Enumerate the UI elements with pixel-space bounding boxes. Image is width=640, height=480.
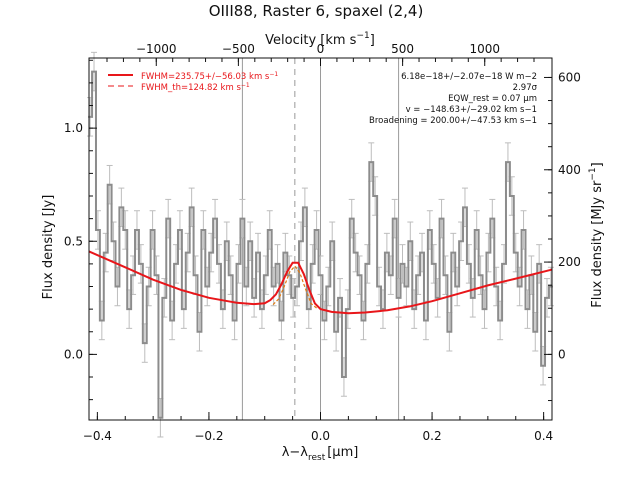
top-axis-label: Velocity [km s−1] — [265, 31, 375, 48]
fit-annotations: 6.18e−18+/−2.07e−18 W m−2 2.97σ EQW_rest… — [369, 72, 538, 126]
annotation-broadening: Broadening = 200.00+/−47.53 km s−1 — [369, 116, 537, 126]
annotation-velocity: v = −148.63+/−29.02 km s−1 — [406, 105, 537, 115]
chart-title: OIII88, Raster 6, spaxel (2,4) — [209, 2, 424, 20]
y-tick-label: 1.0 — [64, 121, 83, 135]
x-axis-label-sub: rest — [308, 453, 326, 463]
y-tick-label: 0.0 — [64, 347, 83, 361]
annotation-line-flux: 6.18e−18+/−2.07e−18 W m−2 — [401, 72, 537, 82]
fit-curve-line — [88, 250, 553, 315]
legend: FWHM=235.75+/−56.03 km s−1 FWHM_th=124.8… — [108, 71, 278, 93]
top-tick-label: −500 — [222, 42, 255, 56]
top-axis-label-sup: −1 — [356, 31, 369, 41]
top-tick-label: 1000 — [469, 42, 500, 56]
x-tick-label: 0.4 — [534, 429, 553, 443]
y-axis-label: Flux density [Jy] — [41, 195, 56, 300]
y-tick-label: 0.5 — [64, 234, 83, 248]
right-axis-label: Flux density [MJy sr−1] — [588, 162, 605, 307]
right-tick-label: 200 — [558, 255, 581, 269]
right-tick-label: 0 — [558, 347, 566, 361]
annotation-significance: 2.97σ — [513, 83, 538, 93]
x-axis-label-main: λ−λ — [282, 445, 309, 460]
legend-thermal-label: FWHM_th=124.82 km s−1 — [141, 82, 250, 93]
plot-area — [87, 51, 554, 438]
top-tick-label: −1000 — [136, 42, 177, 56]
right-tick-label: 600 — [558, 70, 581, 84]
right-axis-label-close: ] — [590, 162, 605, 167]
x-tick-label: −0.2 — [194, 429, 223, 443]
right-tick-label: 400 — [558, 163, 581, 177]
legend-thermal-label-text: FWHM_th=124.82 km s — [141, 83, 241, 93]
top-axis-label-close: ] — [370, 33, 375, 48]
top-tick-label: 500 — [391, 42, 414, 56]
x-tick-label: −0.4 — [83, 429, 112, 443]
top-tick-label: 0 — [317, 42, 325, 56]
x-tick-label: 0.0 — [311, 429, 330, 443]
legend-fit-label-sup: −1 — [269, 71, 278, 78]
axes: −0.4 −0.2 0.0 0.2 0.4 0.0 0.5 1.0 −1000 −500 0 500 1… — [64, 42, 581, 443]
top-axis-label-text: Velocity [km s — [265, 33, 357, 48]
right-axis-label-text: Flux density [MJy sr — [590, 180, 605, 308]
x-axis-label: λ−λrest [μm] — [282, 445, 359, 463]
annotation-eqw: EQW_rest = 0.07 μm — [448, 94, 537, 104]
right-axis-label-sup: −1 — [588, 167, 598, 180]
spectrum-step-line — [88, 70, 553, 419]
x-tick-label: 0.2 — [423, 429, 442, 443]
legend-fit-label-text: FWHM=235.75+/−56.03 km s — [141, 72, 270, 82]
legend-thermal-label-sup: −1 — [241, 82, 250, 89]
legend-fit-label: FWHM=235.75+/−56.03 km s−1 — [141, 71, 278, 82]
thermal-profile-line — [272, 265, 317, 309]
x-axis-label-unit: [μm] — [327, 445, 358, 460]
